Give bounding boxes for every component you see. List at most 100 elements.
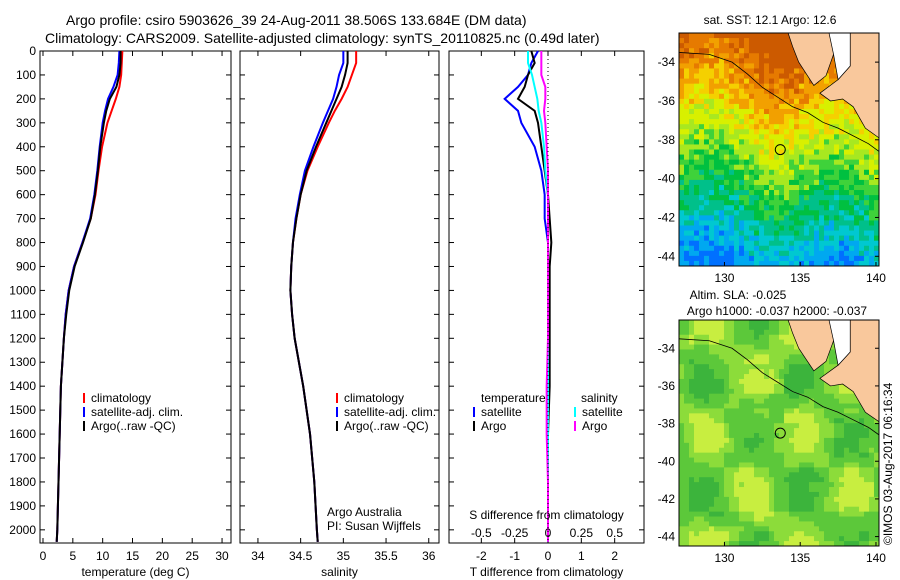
heatmap-cell [774,364,780,370]
heatmap-cell [679,408,685,414]
heatmap-cell [754,334,760,341]
heatmap-cell [694,496,700,503]
heatmap-cell [749,210,755,216]
heatmap-cell [724,83,730,90]
heatmap-cell [754,260,760,267]
heatmap-cell [754,210,760,216]
heatmap-cell [749,195,755,201]
heatmap-cell [769,240,775,247]
heatmap-cell [799,215,805,221]
heatmap-cell [834,225,840,232]
heatmap-cell [794,235,800,242]
heatmap-cell [744,482,750,488]
heatmap-cell [789,442,795,449]
heatmap-cell [719,119,725,125]
heatmap-cell [829,200,835,206]
heatmap-cell [719,195,725,201]
heatmap-cell [724,149,730,156]
heatmap-cell [834,536,840,542]
heatmap-cell [804,119,810,125]
heatmap-cell [714,250,720,257]
heatmap-cell [714,159,720,166]
heatmap-cell [764,190,770,196]
heatmap-cell [719,374,725,380]
heatmap-cell [834,255,840,262]
heatmap-cell [679,88,685,95]
heatmap-cell [739,383,745,390]
heatmap-cell [684,230,690,237]
heatmap-cell [704,423,710,429]
heatmap-cell [784,58,790,64]
heatmap-cell [784,98,790,105]
heatmap-cell [709,53,715,59]
heatmap-cell [729,541,735,547]
heatmap-cell [704,200,710,206]
heatmap-cell [694,139,700,145]
heatmap-cell [819,378,825,385]
heatmap-cell [769,43,775,49]
heatmap-cell [809,225,815,232]
heatmap-cell [784,393,790,400]
heatmap-cell [749,491,755,498]
heatmap-cell [844,159,850,166]
heatmap-cell [734,43,740,49]
heatmap-cell [704,93,710,100]
heatmap-cell [839,195,845,201]
heatmap-cell [749,108,755,115]
heatmap-cell [809,255,815,262]
heatmap-cell [869,159,875,166]
heatmap-cell [844,235,850,242]
heatmap-cell [834,184,840,191]
heatmap-cell [784,174,790,181]
heatmap-cell [704,68,710,75]
heatmap-cell [699,442,705,449]
heatmap-cell [774,516,780,522]
heatmap-cell [719,250,725,257]
heatmap-cell [764,43,770,49]
heatmap-cell [714,255,720,262]
lon-tick-label: 140 [866,271,886,285]
heatmap-cell [814,98,820,105]
heatmap-cell [739,190,745,196]
heatmap-cell [854,511,860,518]
heatmap-cell [734,245,740,252]
heatmap-cell [869,230,875,237]
heatmap-cell [729,164,735,171]
heatmap-cell [704,205,710,211]
heatmap-cell [719,58,725,64]
heatmap-cell [699,139,705,145]
heatmap-cell [789,114,795,120]
heatmap-cell [684,354,690,360]
heatmap-cell [719,423,725,429]
heatmap-cell [709,339,715,346]
heatmap-cell [764,48,770,54]
heatmap-cell [714,134,720,140]
heatmap-cell [749,98,755,105]
heatmap-cell [814,119,820,125]
heatmap-cell [699,462,705,468]
heatmap-cell [729,516,735,522]
heatmap-cell [789,149,795,156]
heatmap-cell [804,169,810,176]
heatmap-cell [859,154,865,161]
heatmap-cell [759,344,765,350]
heatmap-cell [684,374,690,380]
heatmap-cell [689,364,695,370]
heatmap-cell [829,235,835,242]
heatmap-cell [724,501,730,508]
heatmap-cell [714,149,720,156]
heatmap-cell [709,215,715,221]
heatmap-cell [694,88,700,95]
heatmap-cell [804,374,810,380]
heatmap-cell [694,134,700,140]
heatmap-cell [684,73,690,80]
heatmap-cell [694,501,700,508]
heatmap-cell [824,134,830,140]
heatmap-cell [709,129,715,135]
heatmap-cell [684,68,690,75]
heatmap-cell [754,354,760,360]
heatmap-cell [694,344,700,350]
argo-position-marker [774,144,786,156]
heatmap-cell [759,349,765,355]
heatmap-cell [749,457,755,463]
